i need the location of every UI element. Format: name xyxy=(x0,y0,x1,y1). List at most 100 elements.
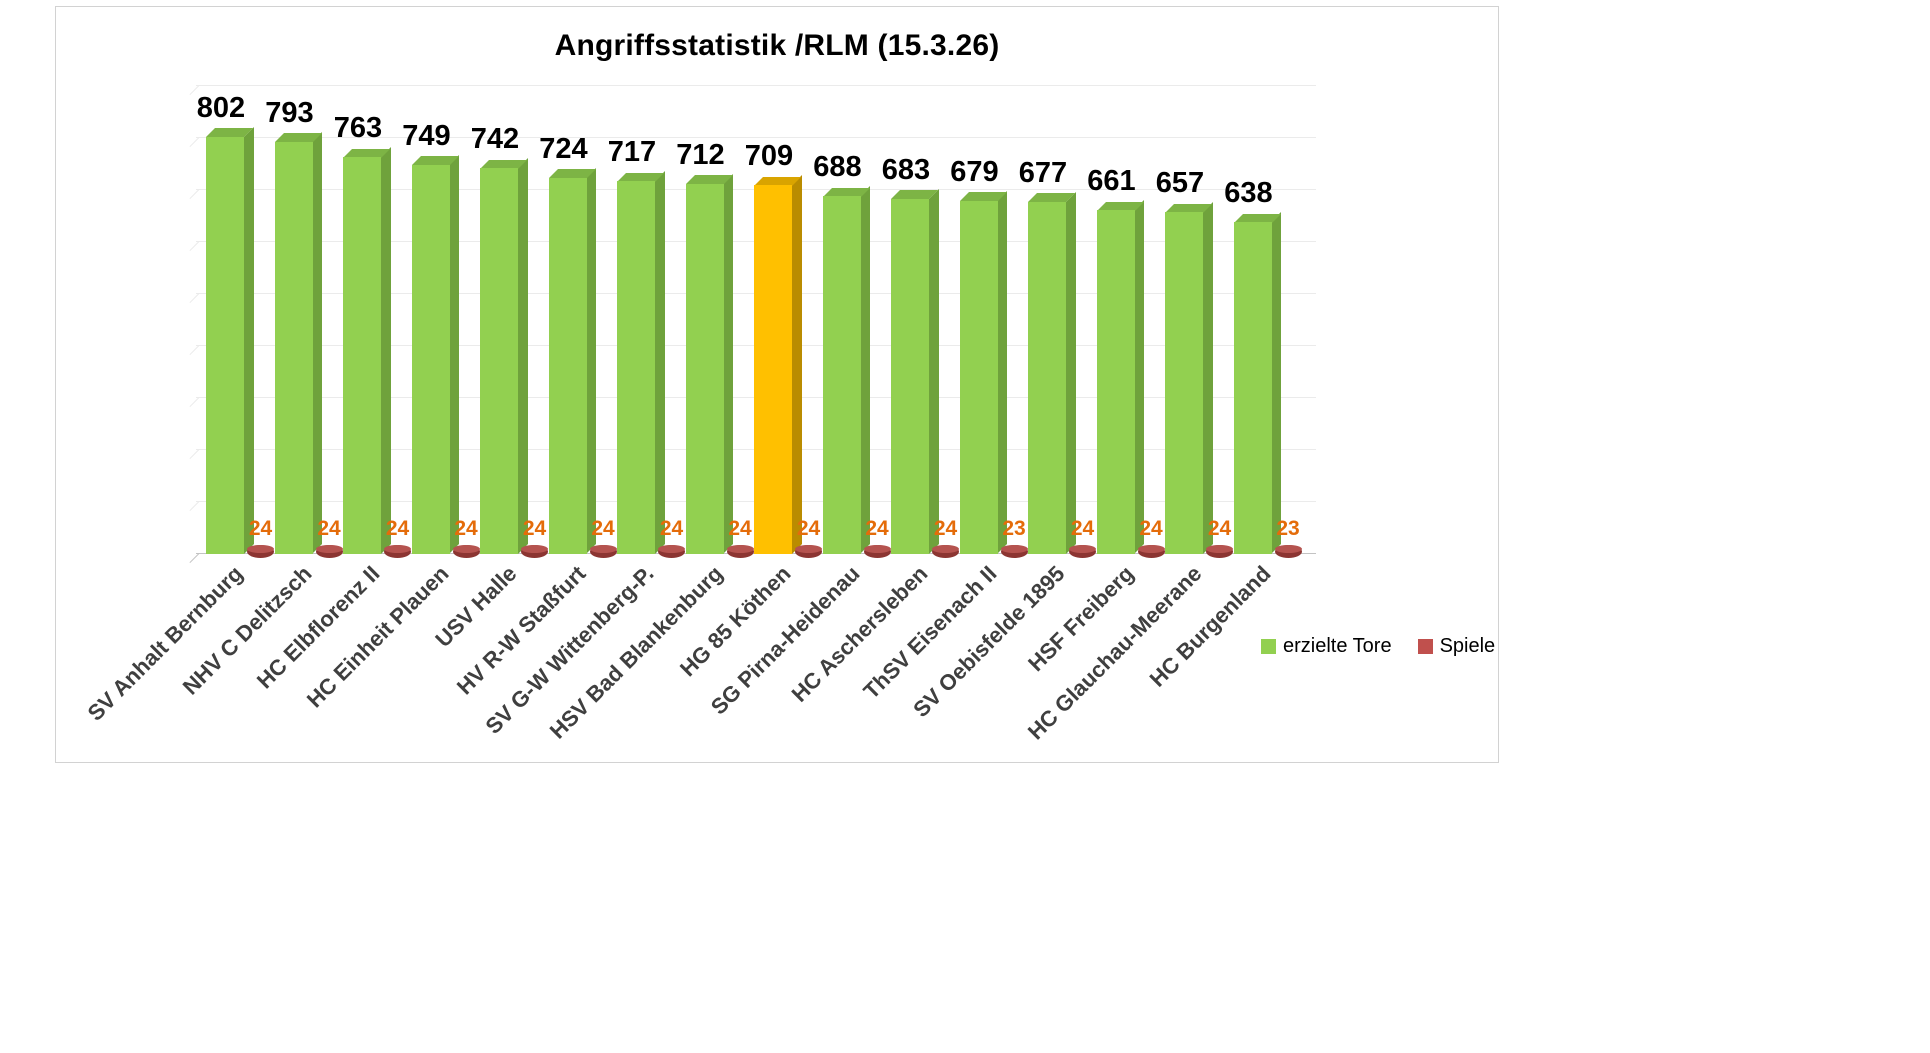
bar-group: 677 xyxy=(1019,157,1075,554)
gridline-3d-connector xyxy=(189,553,200,564)
bar-front-face xyxy=(617,181,655,554)
chart-frame: Angriffsstatistik /RLM (15.3.26) 802 24 SV… xyxy=(55,6,1499,763)
bar-front-face xyxy=(343,157,381,554)
gridline-3d-connector xyxy=(189,501,200,512)
spiele-disc xyxy=(795,545,822,558)
bar-value-label: 793 xyxy=(265,96,314,129)
bar-side-face xyxy=(517,158,527,554)
bar-group: 657 xyxy=(1156,167,1212,554)
bar-front-face xyxy=(1165,212,1203,554)
bar-value-label: 683 xyxy=(881,153,931,186)
bar-value-label: 724 xyxy=(539,132,588,165)
bar-group: 749 xyxy=(402,120,459,554)
bar-front-face xyxy=(274,141,313,554)
gridline-3d-connector xyxy=(189,241,200,252)
gridline xyxy=(189,85,1316,96)
spiele-disc xyxy=(1000,545,1028,558)
bar-group: 679 xyxy=(950,156,1007,554)
spiele-count-label: 24 xyxy=(522,517,547,540)
spiele-disc xyxy=(1206,545,1233,558)
spiele-disc xyxy=(384,545,411,558)
bar-side-face xyxy=(1271,212,1281,554)
spiele-disc xyxy=(315,545,343,558)
bar-value-label: 749 xyxy=(402,119,451,152)
spiele-count-label: 23 xyxy=(1276,517,1300,540)
spiele-count-label: 24 xyxy=(933,517,958,540)
bar-side-face xyxy=(723,174,733,554)
bar-side-face xyxy=(1134,200,1144,554)
bar-group: 763 xyxy=(334,112,390,554)
bar-front-face xyxy=(411,164,450,554)
chart-title: Angriffsstatistik /RLM (15.3.26) xyxy=(554,29,1000,62)
spiele-disc xyxy=(658,545,685,558)
bar-group: 688 xyxy=(813,151,870,554)
bar-front-face xyxy=(754,185,792,554)
gridline-3d-connector xyxy=(189,293,200,304)
bar-group: 638 xyxy=(1224,177,1281,554)
bar-side-face xyxy=(380,147,390,554)
bar-value-label: 709 xyxy=(744,140,794,173)
bar-front-face xyxy=(1096,210,1135,554)
bar-value-label: 688 xyxy=(813,151,862,184)
legend-label-spiele: Spiele xyxy=(1439,635,1496,657)
bar-value-label: 657 xyxy=(1155,167,1205,200)
bar-side-face xyxy=(654,171,664,554)
spiele-disc xyxy=(1274,545,1302,558)
bar-front-face xyxy=(891,198,929,554)
spiele-disc xyxy=(726,545,754,558)
spiele-count-label: 24 xyxy=(865,517,889,540)
bar-value-label: 712 xyxy=(676,138,725,171)
bar-value-label: 763 xyxy=(333,112,383,145)
bar-side-face xyxy=(997,191,1007,554)
bar-value-label: 717 xyxy=(607,136,657,169)
gridline-3d-connector xyxy=(189,397,200,408)
spiele-count-label: 24 xyxy=(385,517,410,540)
spiele-count-label: 24 xyxy=(728,517,752,540)
spiele-count-label: 24 xyxy=(1070,517,1095,540)
spiele-count-label: 24 xyxy=(248,517,273,540)
bar-side-face xyxy=(791,175,801,554)
gridline-3d-connector xyxy=(189,449,200,460)
spiele-count-label: 23 xyxy=(1002,517,1026,540)
bar-group: 683 xyxy=(882,154,938,554)
bar-front-face xyxy=(1028,201,1066,554)
spiele-count-label: 24 xyxy=(591,517,615,540)
gridline-3d-connector xyxy=(189,189,200,200)
bar-group: 661 xyxy=(1087,165,1144,554)
bar-group: 802 xyxy=(197,92,253,554)
spiele-count-label: 24 xyxy=(659,517,684,540)
bar-side-face xyxy=(860,186,870,554)
bar-group: 717 xyxy=(608,136,664,554)
bar-front-face xyxy=(548,177,587,554)
bar-group: 742 xyxy=(471,123,527,554)
bar-value-label: 742 xyxy=(470,123,520,156)
bar-front-face xyxy=(1233,222,1272,554)
bar-value-label: 661 xyxy=(1087,165,1136,198)
spiele-disc xyxy=(932,545,959,558)
spiele-disc xyxy=(452,545,480,558)
bar-side-face xyxy=(243,127,253,554)
legend: erzielte Tore Spiele xyxy=(1261,635,1495,658)
bar-side-face xyxy=(928,189,938,554)
bar-front-face xyxy=(206,136,244,554)
legend-swatch-erzielte-tore xyxy=(1261,639,1276,654)
bar-value-label: 802 xyxy=(196,91,246,124)
spiele-count-label: 24 xyxy=(1139,517,1163,540)
bar-group-highlighted: 709 xyxy=(745,140,801,554)
bar-group: 724 xyxy=(539,133,596,554)
bar-group: 712 xyxy=(676,139,733,554)
bar-front-face xyxy=(685,183,724,554)
spiele-disc xyxy=(521,545,548,558)
legend-label-erzielte-tore: erzielte Tore xyxy=(1283,635,1392,657)
bar-front-face xyxy=(480,168,518,554)
bar-side-face xyxy=(1202,202,1212,554)
gridline-3d-connector xyxy=(189,345,200,356)
bar-front-face xyxy=(959,200,998,554)
legend-swatch-spiele xyxy=(1417,639,1433,654)
spiele-disc xyxy=(589,545,617,558)
spiele-count-label: 24 xyxy=(454,517,478,540)
plot-area: 802 24 SV Anhalt Bernburg 793 24 NHV C Delitz… xyxy=(83,85,1316,744)
bar-side-face xyxy=(586,168,596,554)
bar-value-label: 679 xyxy=(950,155,999,188)
